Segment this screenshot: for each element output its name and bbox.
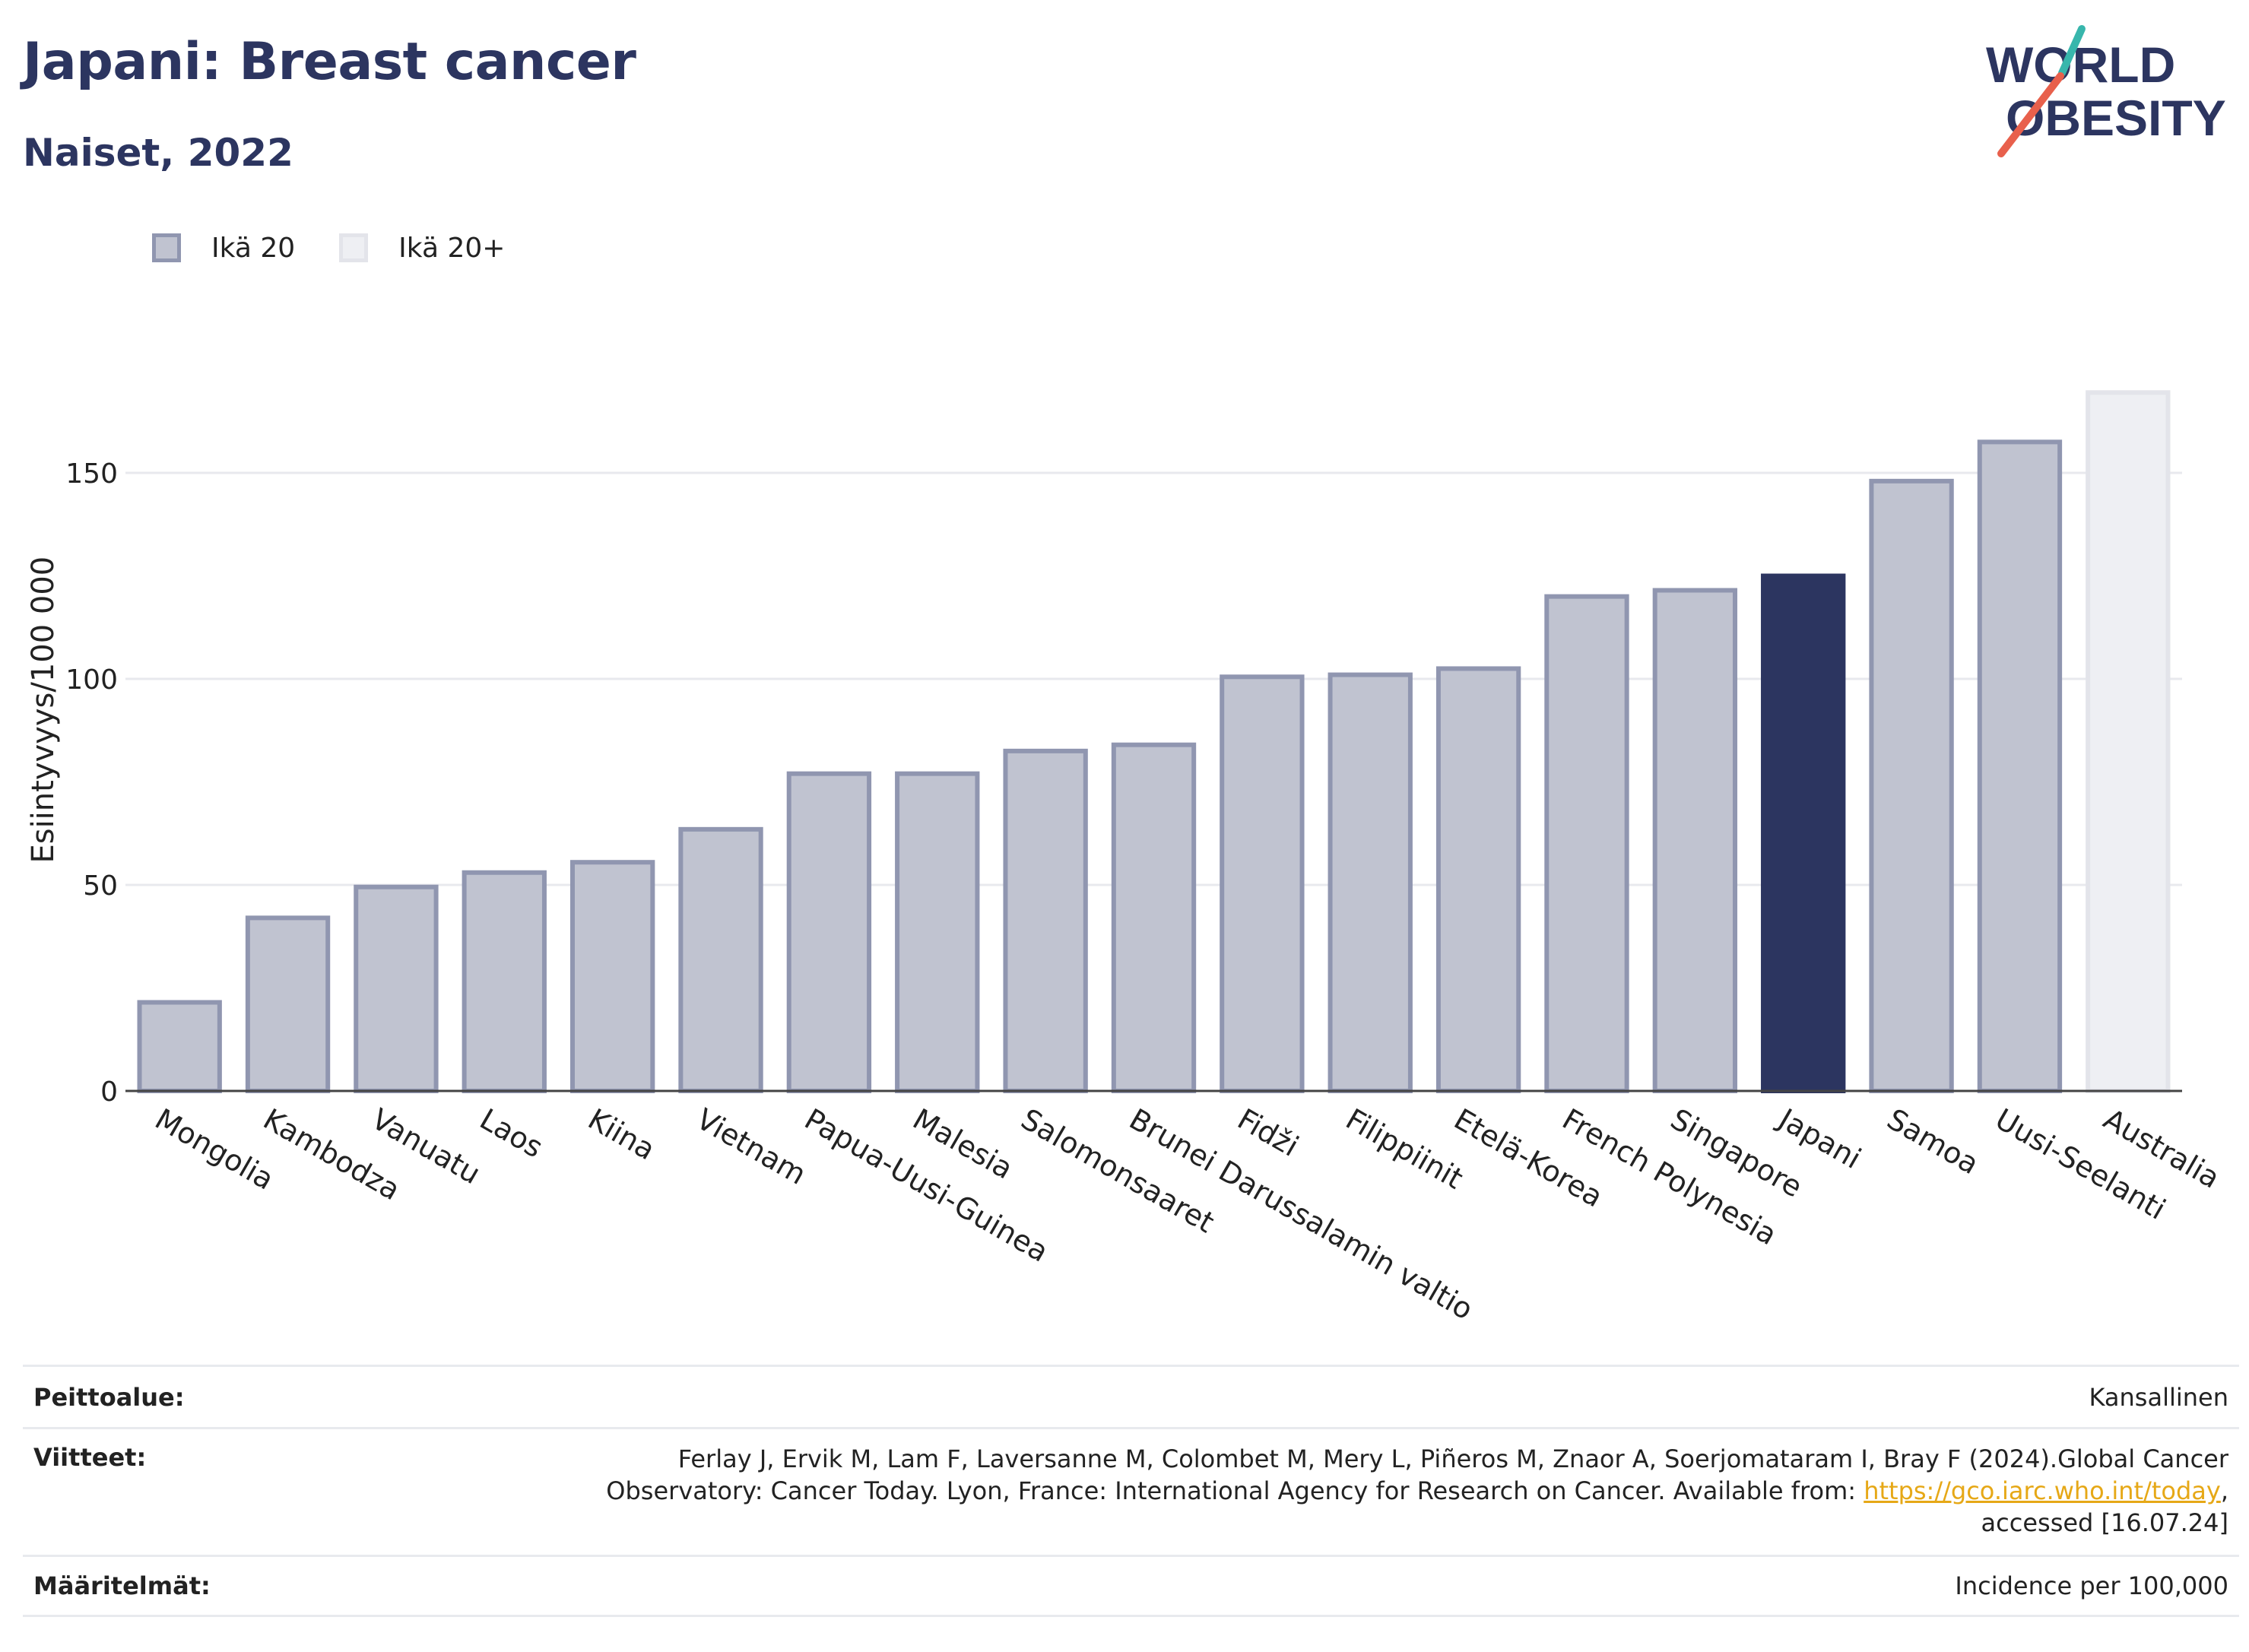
chart-subtitle: Naiset, 2022 — [23, 131, 293, 175]
meta-row-definitions: Määritelmät: Incidence per 100,000 — [23, 1555, 2239, 1617]
bar-13 — [1544, 594, 1629, 1093]
bar-1 — [245, 915, 331, 1093]
x-tick-label-8: Salomonsaaret — [1016, 1102, 1220, 1240]
meta-row-references: Viitteet: Ferlay J, Ervik M, Lam F, Lave… — [23, 1427, 2239, 1555]
x-tick-label-10: Fidži — [1232, 1102, 1304, 1163]
chart-title: Japani: Breast cancer — [23, 32, 636, 92]
legend-swatch-age-20-plus — [339, 233, 369, 262]
x-tick-label-4: Kiina — [582, 1102, 661, 1167]
coverage-label: Peittoalue: — [33, 1382, 185, 1412]
references-line2-suffix: , — [2220, 1476, 2228, 1505]
bar-18 — [2086, 390, 2171, 1093]
legend-swatch-age-20 — [152, 233, 181, 262]
x-tick-label-0: Mongolia — [150, 1102, 280, 1197]
x-tick-label-3: Laos — [474, 1102, 549, 1165]
y-tick-label-50: 50 — [83, 870, 118, 902]
y-tick-label-150: 150 — [65, 458, 118, 490]
x-tick-label-11: Filippiinit — [1340, 1102, 1469, 1196]
bar-4 — [569, 860, 655, 1093]
references-link[interactable]: https://gco.iarc.who.int/today — [1864, 1476, 2221, 1505]
bar-10 — [1220, 674, 1305, 1093]
bar-0 — [137, 1000, 222, 1093]
y-tick-label-0: 0 — [100, 1076, 118, 1108]
legend-item-age-20-plus[interactable]: Ikä 20+ — [339, 233, 505, 264]
bar-9 — [1111, 742, 1197, 1093]
logo-line1: WORLD — [1986, 36, 2175, 93]
bar-8 — [1003, 748, 1088, 1093]
legend: Ikä 20 Ikä 20+ — [152, 228, 549, 268]
bar-17 — [1977, 439, 2063, 1093]
bar-5 — [678, 826, 763, 1093]
definitions-value: Incidence per 100,000 — [1955, 1571, 2228, 1600]
world-obesity-logo: WORLD OBESITY — [1986, 25, 2226, 157]
y-tick-label-100: 100 — [65, 664, 118, 696]
bar-12 — [1435, 666, 1521, 1093]
x-tick-label-5: Vietnam — [691, 1102, 812, 1191]
bar-3 — [462, 870, 547, 1093]
coverage-value: Kansallinen — [2089, 1382, 2228, 1412]
references-value: Ferlay J, Ervik M, Lam F, Laversanne M, … — [606, 1443, 2228, 1555]
references-line2: Observatory: Cancer Today. Lyon, France:… — [606, 1475, 2228, 1507]
metadata-table: Peittoalue: Kansallinen Viitteet: Ferlay… — [23, 1365, 2239, 1617]
definitions-label: Määritelmät: — [33, 1571, 211, 1600]
references-label: Viitteet: — [33, 1443, 147, 1472]
meta-row-coverage: Peittoalue: Kansallinen — [23, 1365, 2239, 1427]
references-line3: accessed [16.07.24] — [1981, 1508, 2228, 1537]
references-line1: Ferlay J, Ervik M, Lam F, Laversanne M, … — [677, 1444, 2228, 1473]
logo-slash-teal — [2058, 25, 2086, 77]
legend-label-age-20: Ikä 20 — [211, 232, 296, 264]
legend-label-age-20-plus: Ikä 20+ — [398, 232, 506, 264]
bar-16 — [1869, 478, 1954, 1093]
bar-7 — [895, 771, 980, 1093]
references-line2-prefix: Observatory: Cancer Today. Lyon, France:… — [606, 1476, 1864, 1505]
bar-6 — [786, 771, 872, 1093]
bar-15 — [1761, 573, 1846, 1093]
bar-2 — [354, 884, 439, 1093]
y-axis-label: Esiintyvyys/100 000 — [26, 556, 61, 864]
legend-item-age-20[interactable]: Ikä 20 — [152, 233, 295, 264]
x-tick-label-16: Samoa — [1882, 1102, 1984, 1181]
bar-11 — [1328, 672, 1413, 1093]
bar-14 — [1652, 588, 1738, 1093]
logo-slash-coral — [1997, 72, 2064, 157]
